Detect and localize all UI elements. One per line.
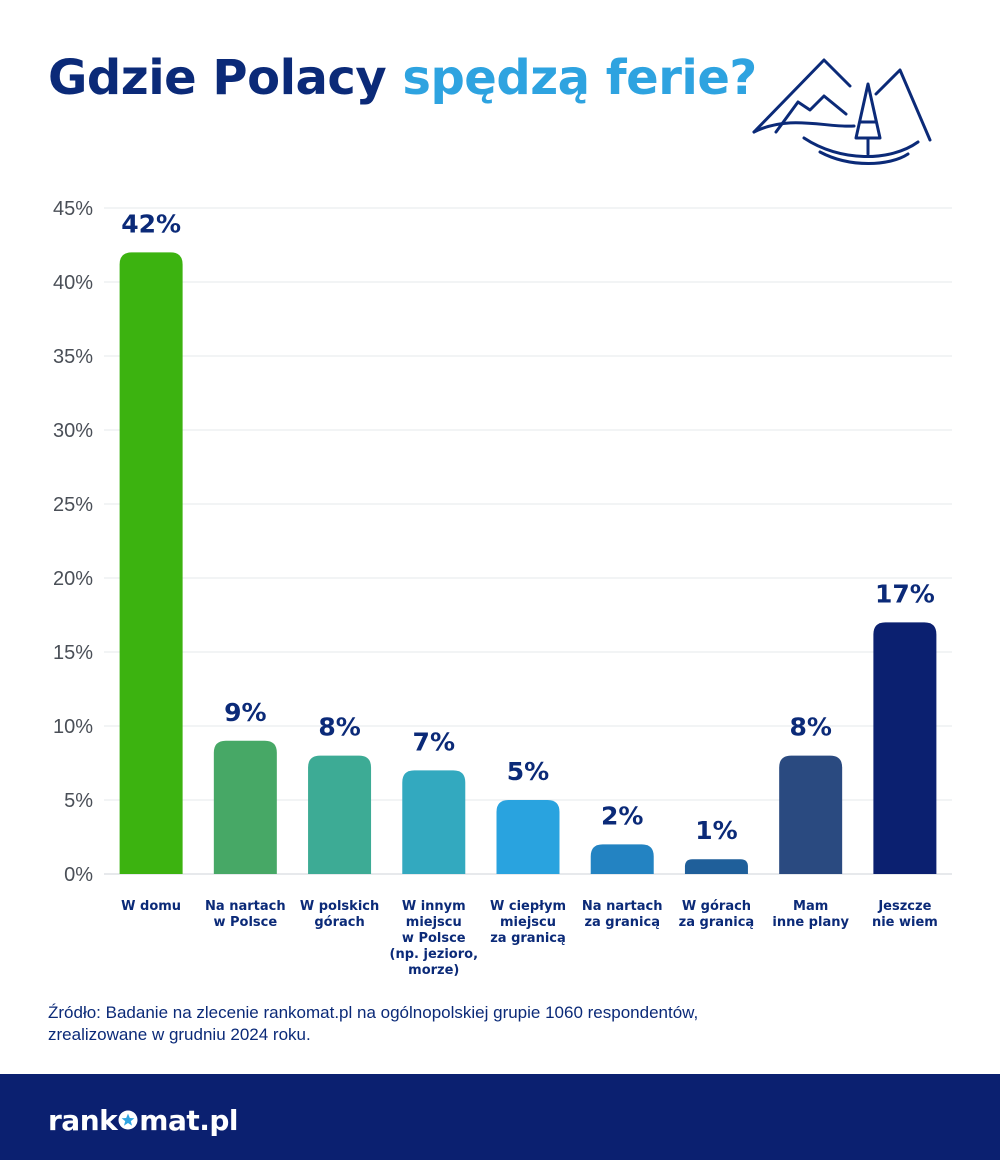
x-tick-label: W polskich górach bbox=[300, 899, 379, 930]
bar bbox=[779, 755, 843, 874]
y-tick-label: 40% bbox=[53, 272, 93, 294]
bar-value-label: 7% bbox=[413, 727, 455, 756]
bar-value-label: 9% bbox=[224, 698, 266, 727]
x-tick-label-line: Na nartach bbox=[582, 899, 663, 914]
x-tick-label-line: W górach bbox=[682, 899, 751, 914]
bar-value-label: 42% bbox=[121, 209, 181, 238]
bar-value-label: 8% bbox=[318, 713, 360, 742]
logo-text-part-1: rank bbox=[48, 1103, 118, 1137]
bar bbox=[119, 252, 183, 874]
x-tick-label: W domu bbox=[121, 899, 181, 914]
bar-value-label: 17% bbox=[875, 579, 935, 608]
y-tick-label: 0% bbox=[64, 864, 93, 886]
x-tick-label: W innym miejscu w Polsce (np. jezioro, morze… bbox=[390, 899, 478, 978]
mountain-tree-icon bbox=[752, 58, 932, 165]
footer-bar: rank mat.pl bbox=[0, 1074, 1000, 1160]
x-tick-label-line: górach bbox=[314, 915, 364, 930]
x-tick-label-line: Jeszcze bbox=[877, 899, 931, 914]
x-tick-label-line: w Polsce bbox=[213, 915, 277, 930]
x-tick-label-line: inne plany bbox=[772, 915, 849, 930]
y-tick-label: 45% bbox=[53, 198, 93, 220]
source-note: Źródło: Badanie na zlecenie rankomat.pl … bbox=[48, 1002, 698, 1046]
bar-value-label: 2% bbox=[601, 801, 643, 830]
x-tick-label-line: Mam bbox=[793, 899, 828, 914]
x-tick-label: Na nartach za granicą bbox=[582, 899, 663, 930]
bar bbox=[590, 844, 654, 874]
x-tick-label-line: Na nartach bbox=[205, 899, 286, 914]
x-tick-label-line: miejscu bbox=[406, 915, 462, 930]
bar bbox=[308, 755, 372, 874]
x-tick-label-line: W innym bbox=[402, 899, 466, 914]
star-in-circle-icon bbox=[118, 1110, 138, 1130]
y-tick-label: 25% bbox=[53, 494, 93, 516]
bar bbox=[213, 740, 277, 874]
y-tick-label: 20% bbox=[53, 568, 93, 590]
x-tick-label-line: za granicą bbox=[584, 915, 660, 930]
x-tick-label: Na nartach w Polsce bbox=[205, 899, 286, 930]
x-tick-label-line: morze) bbox=[408, 963, 459, 978]
y-axis-ticks: 0% 5% 10% 15% 20% 25% 30% 35% 40% 45% bbox=[53, 198, 93, 886]
x-tick-label-line: W ciepłym bbox=[490, 899, 566, 914]
bar-chart: 0% 5% 10% 15% 20% 25% 30% 35% 40% 45% 42% 9% 8% 7% 5%… bbox=[53, 198, 952, 978]
x-tick-label-line: za granicą bbox=[679, 915, 755, 930]
bar bbox=[402, 770, 466, 874]
bar-value-label: 1% bbox=[695, 816, 737, 845]
source-line-1: Źródło: Badanie na zlecenie rankomat.pl … bbox=[48, 1003, 699, 1022]
x-tick-label: W ciepłym miejscu za granicą bbox=[490, 899, 566, 946]
y-tick-label: 35% bbox=[53, 346, 93, 368]
bar bbox=[496, 800, 560, 874]
x-tick-label: W górach za granicą bbox=[679, 899, 755, 930]
page-title: Gdzie Polacy spędzą ferie? bbox=[48, 48, 757, 108]
logo-text-part-2: mat.pl bbox=[139, 1103, 238, 1137]
x-tick-label: Mam inne plany bbox=[772, 899, 849, 930]
y-tick-label: 30% bbox=[53, 420, 93, 442]
y-tick-label: 10% bbox=[53, 716, 93, 738]
value-labels: 42% 9% 8% 7% 5% 2% 1% 8% 17% bbox=[121, 209, 935, 845]
x-tick-label-line: W polskich bbox=[300, 899, 379, 914]
x-tick-label: Jeszcze nie wiem bbox=[872, 899, 938, 930]
x-tick-label-line: (np. jezioro, bbox=[390, 947, 478, 962]
x-tick-label-line: W domu bbox=[121, 899, 181, 914]
x-tick-label-line: miejscu bbox=[500, 915, 556, 930]
title-part-1: Gdzie Polacy bbox=[48, 50, 387, 106]
x-tick-label-line: nie wiem bbox=[872, 915, 938, 930]
source-line-2: zrealizowane w grudniu 2024 roku. bbox=[48, 1025, 311, 1044]
y-tick-label: 15% bbox=[53, 642, 93, 664]
bar bbox=[684, 859, 748, 874]
x-tick-label-line: za granicą bbox=[490, 931, 566, 946]
title-part-2: spędzą ferie? bbox=[402, 50, 757, 106]
y-tick-label: 5% bbox=[64, 790, 93, 812]
bar bbox=[873, 622, 937, 874]
bar-value-label: 8% bbox=[789, 713, 831, 742]
bar-value-label: 5% bbox=[507, 757, 549, 786]
bars bbox=[119, 252, 937, 874]
x-tick-label-line: w Polsce bbox=[402, 931, 466, 946]
brand-logo[interactable]: rank mat.pl bbox=[48, 1102, 238, 1137]
